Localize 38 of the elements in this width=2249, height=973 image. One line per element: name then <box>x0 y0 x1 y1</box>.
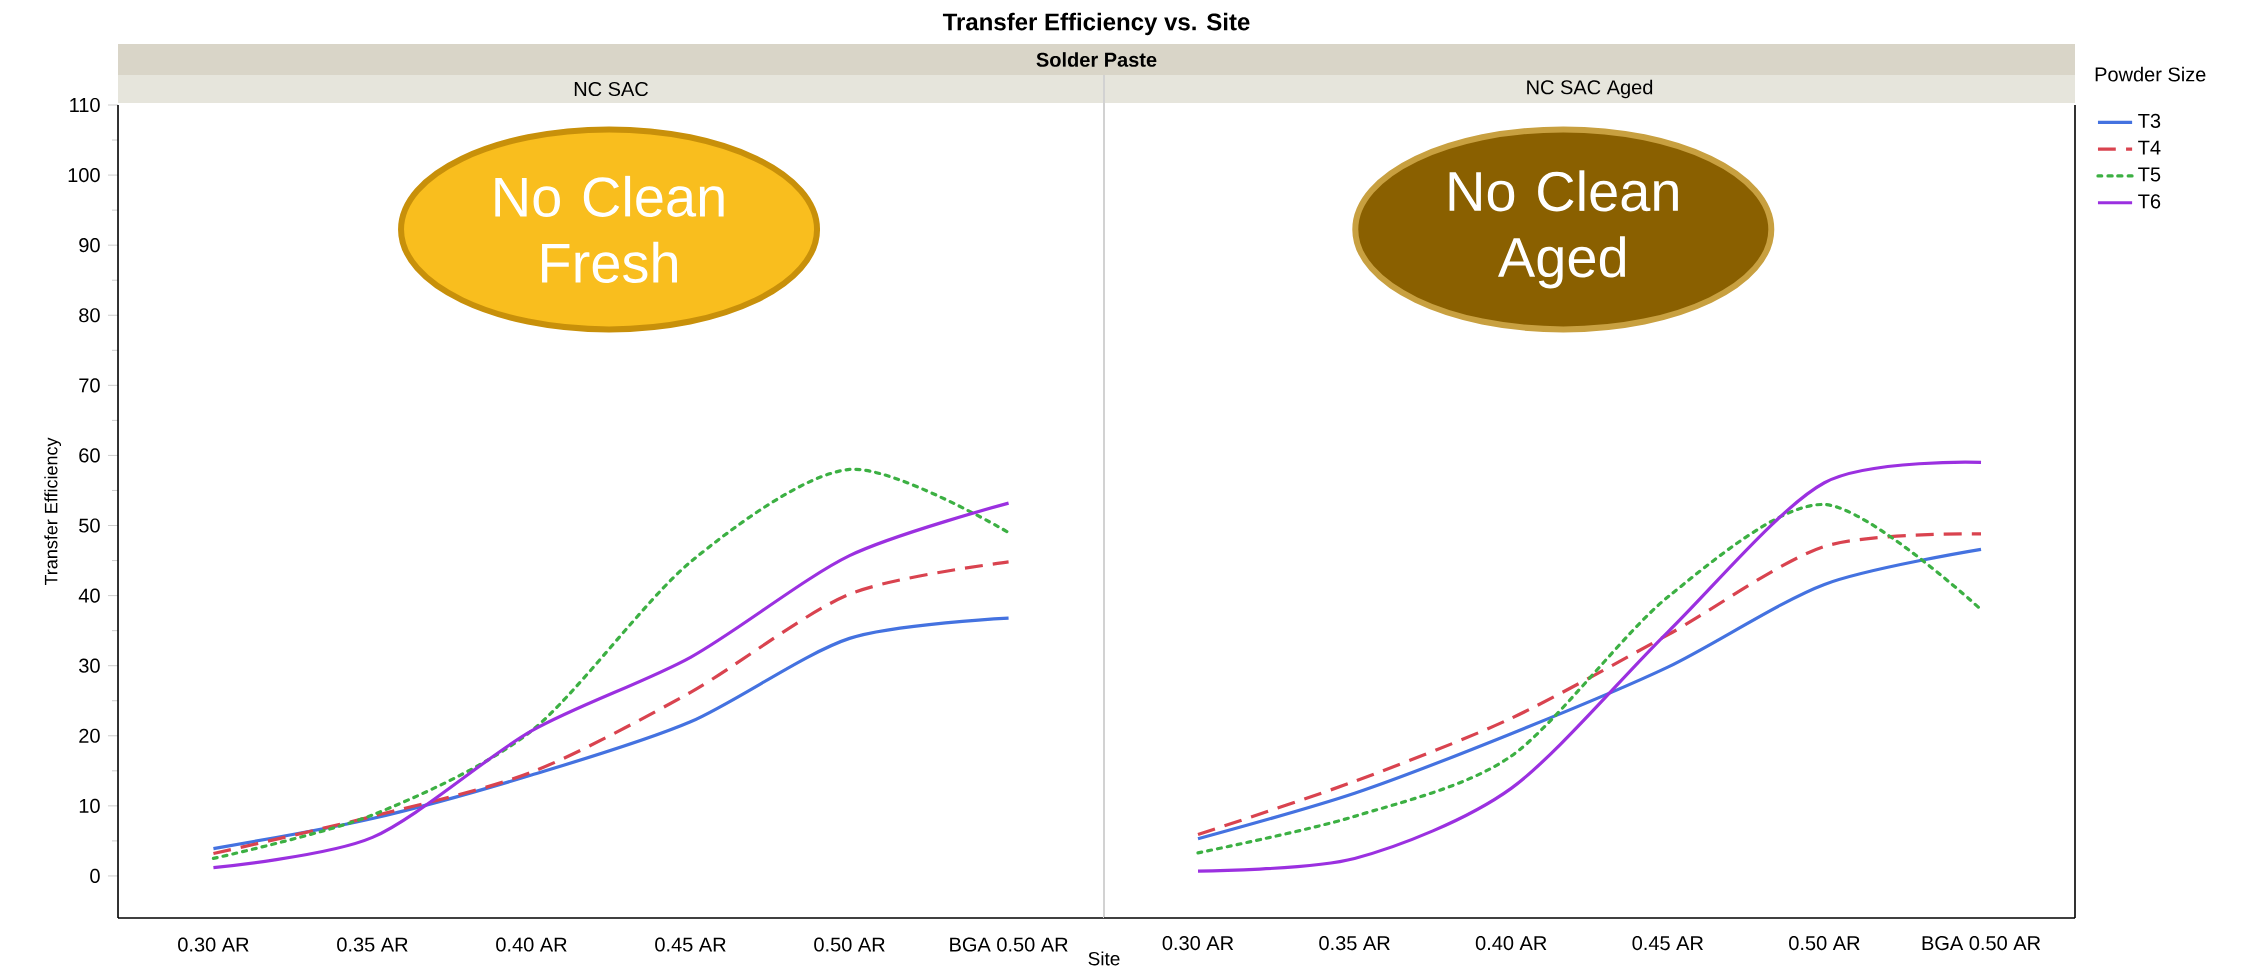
legend-label: T6 <box>2138 194 2161 209</box>
y-tick-label: 60 <box>79 448 100 463</box>
line-series <box>211 560 1011 856</box>
x-tick-label: BGA 0.50 AR <box>950 937 1068 952</box>
legend-label: T4 <box>2138 140 2161 155</box>
y-tick-label: 0 <box>90 868 100 884</box>
legend-title: Powder Size <box>2095 66 2206 82</box>
legend-label: T3 <box>2138 113 2161 128</box>
y-tick-label: 100 <box>68 168 100 183</box>
y-tick-label: 50 <box>79 518 100 533</box>
chart-title: Transfer Efficiency vs. Site <box>942 12 1250 36</box>
x-tick-label: 0.40 AR <box>496 937 567 952</box>
x-tick-label: 0.40 AR <box>1475 936 1547 951</box>
text: NC SAC Aged <box>1527 79 1653 99</box>
x-tick-label: 0.35 AR <box>337 937 408 952</box>
y-tick-label: 40 <box>78 588 100 603</box>
y-tick-label: 10 <box>79 798 100 813</box>
y-tick-label: 90 <box>79 238 100 253</box>
y-tick-label: 70 <box>79 378 100 393</box>
annotation: No Clean Aged <box>1449 170 1678 289</box>
chart-subtitle: Solder Paste <box>1036 52 1157 67</box>
x-tick-label: 0.30 AR <box>178 937 249 952</box>
y-tick-label: 80 <box>79 308 100 323</box>
text: NC SAC <box>574 81 648 97</box>
y-axis-title: Transfer Efficiency <box>44 437 62 586</box>
legend-label: T5 <box>2138 167 2161 182</box>
x-axis-title: Site <box>1088 951 1120 966</box>
x-tick-label: 0.45 AR <box>1632 936 1703 951</box>
x-tick-label: 0.30 AR <box>1162 936 1234 951</box>
y-tick-label: 20 <box>79 728 100 743</box>
y-tick-label: 110 <box>70 97 100 113</box>
x-tick-label: BGA 0.50 AR <box>1922 936 2041 951</box>
x-tick-label: 0.50 AR <box>814 937 885 952</box>
x-tick-label: 0.45 AR <box>655 937 726 952</box>
annotation: No Clean Fresh <box>495 175 724 283</box>
x-tick-label: 0.50 AR <box>1789 936 1860 951</box>
y-tick-label: 30 <box>79 658 100 673</box>
x-tick-label: 0.35 AR <box>1319 936 1390 951</box>
